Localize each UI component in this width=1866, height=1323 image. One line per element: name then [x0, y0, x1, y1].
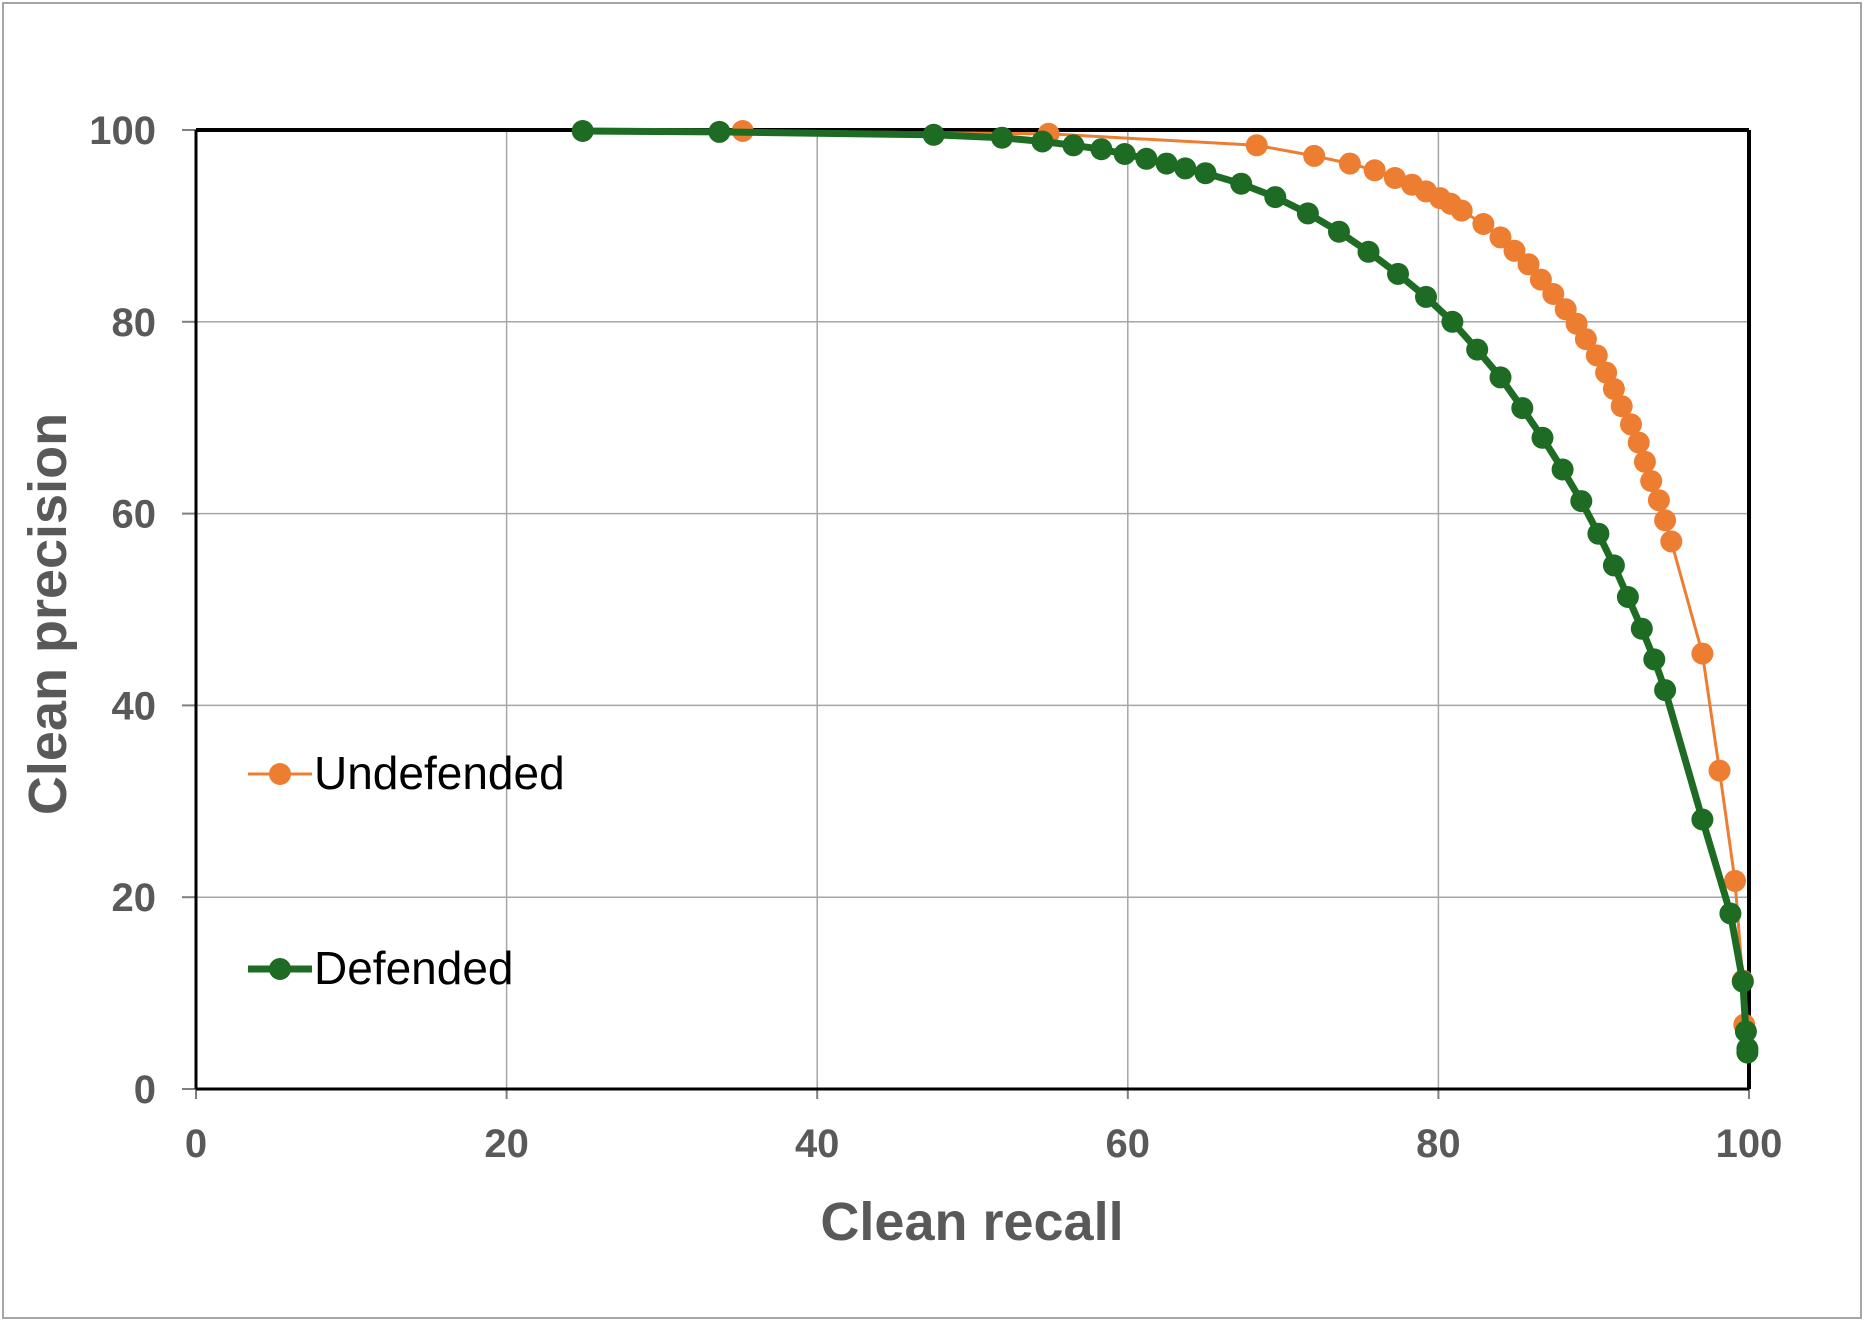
data-point-defended: [1328, 220, 1350, 243]
grid-layer: [182, 128, 1751, 1099]
data-point-defended: [1511, 397, 1534, 420]
data-point-undefended: [1610, 395, 1633, 418]
x-tick-label: 80: [1416, 1122, 1461, 1166]
series-undefended: [731, 120, 1756, 1036]
x-tick-label: 0: [185, 1122, 207, 1166]
data-point-undefended: [1595, 361, 1618, 384]
series-layer: [571, 120, 1759, 1064]
data-point-undefended: [1503, 239, 1526, 262]
data-point-defended: [1090, 138, 1113, 161]
x-tick-label: 40: [795, 1122, 840, 1166]
data-point-defended: [1643, 648, 1666, 671]
data-point-undefended: [1660, 530, 1683, 553]
data-point-defended: [1357, 240, 1380, 263]
data-point-undefended: [1383, 167, 1406, 189]
data-point-undefended: [1602, 377, 1625, 400]
data-point-defended: [1062, 134, 1085, 157]
legend-entry-undefended: Undefended: [248, 747, 565, 799]
legend-label-undefended: Undefended: [314, 747, 565, 799]
data-point-undefended: [1303, 144, 1326, 167]
data-point-defended: [1489, 366, 1512, 389]
data-point-defended: [1630, 617, 1653, 640]
data-point-undefended: [1654, 509, 1677, 532]
y-tick-labels: 0 20 40 60 80 100: [89, 109, 156, 1112]
data-point-defended: [1654, 679, 1677, 702]
data-point-undefended: [1708, 759, 1731, 782]
data-point-defended: [922, 123, 945, 146]
data-point-defended: [1691, 808, 1714, 831]
data-point-defended: [1194, 162, 1217, 185]
legend-label-defended: Defended: [314, 942, 514, 994]
data-point-undefended: [1640, 470, 1663, 492]
data-point-undefended: [1691, 642, 1714, 665]
plot-area: [196, 130, 1749, 1089]
data-point-defended: [1387, 262, 1409, 285]
data-point-undefended: [1472, 213, 1495, 235]
y-tick-label: 20: [112, 876, 157, 920]
x-tick-label: 60: [1106, 1122, 1151, 1166]
data-point-defended: [1531, 426, 1554, 449]
y-tick-label: 100: [89, 109, 156, 153]
legend-swatch-marker-undefended: [269, 763, 291, 785]
data-point-defended: [1570, 490, 1593, 513]
data-point-undefended: [1724, 869, 1746, 892]
data-point-undefended: [1529, 268, 1552, 291]
y-tick-label: 40: [112, 684, 157, 728]
data-point-undefended: [1633, 450, 1656, 473]
legend: Undefended Defended: [248, 747, 565, 994]
data-point-defended: [1174, 157, 1197, 180]
y-axis-title: Clean precision: [18, 413, 78, 815]
data-point-defended: [708, 120, 731, 143]
data-point-undefended: [1450, 199, 1473, 222]
data-point-defended: [1155, 152, 1178, 175]
data-point-undefended: [1627, 431, 1650, 454]
data-point-undefended: [1542, 283, 1565, 305]
data-point-defended: [1441, 310, 1464, 333]
data-point-undefended: [1574, 328, 1597, 351]
data-point-defended: [1113, 143, 1136, 165]
data-point-undefended: [1338, 152, 1361, 175]
data-point-defended: [1719, 902, 1742, 925]
data-point-defended: [1602, 554, 1625, 577]
data-point-undefended: [1489, 226, 1512, 249]
data-point-defended: [1296, 202, 1319, 225]
chart: 0 20 40 60 80 100 0 20 40 60 80 100 Clea…: [18, 109, 1783, 1252]
data-point-defended: [1587, 522, 1610, 545]
data-point-undefended: [1363, 159, 1386, 182]
x-tick-labels: 0 20 40 60 80 100: [185, 1122, 1783, 1166]
data-point-defended: [1230, 172, 1253, 195]
series-defended: [571, 120, 1759, 1064]
y-tick-label: 80: [112, 301, 157, 345]
data-point-undefended: [1517, 253, 1540, 276]
data-point-defended: [1731, 970, 1754, 993]
data-point-defended: [1734, 1020, 1757, 1043]
x-axis-title: Clean recall: [820, 1192, 1123, 1252]
data-point-undefended: [1585, 344, 1608, 367]
x-tick-label: 20: [484, 1122, 529, 1166]
legend-swatch-marker-defended: [269, 958, 291, 980]
y-tick-label: 0: [134, 1068, 156, 1112]
data-point-defended: [1466, 338, 1489, 361]
data-point-defended: [571, 120, 594, 142]
x-tick-label: 100: [1716, 1122, 1783, 1166]
data-point-undefended: [1647, 489, 1670, 512]
data-point-defended: [991, 126, 1013, 149]
data-point-defended: [1031, 130, 1054, 153]
data-point-defended: [1415, 285, 1437, 308]
data-point-defended: [1616, 586, 1639, 608]
data-point-undefended: [1245, 134, 1268, 157]
data-point-defended: [1264, 186, 1287, 209]
legend-entry-defended: Defended: [248, 942, 514, 994]
data-point-undefended: [1620, 413, 1642, 436]
y-tick-label: 60: [112, 493, 157, 537]
data-point-defended: [1135, 147, 1158, 170]
data-point-defended: [1736, 1041, 1759, 1064]
data-point-defended: [1551, 458, 1574, 481]
